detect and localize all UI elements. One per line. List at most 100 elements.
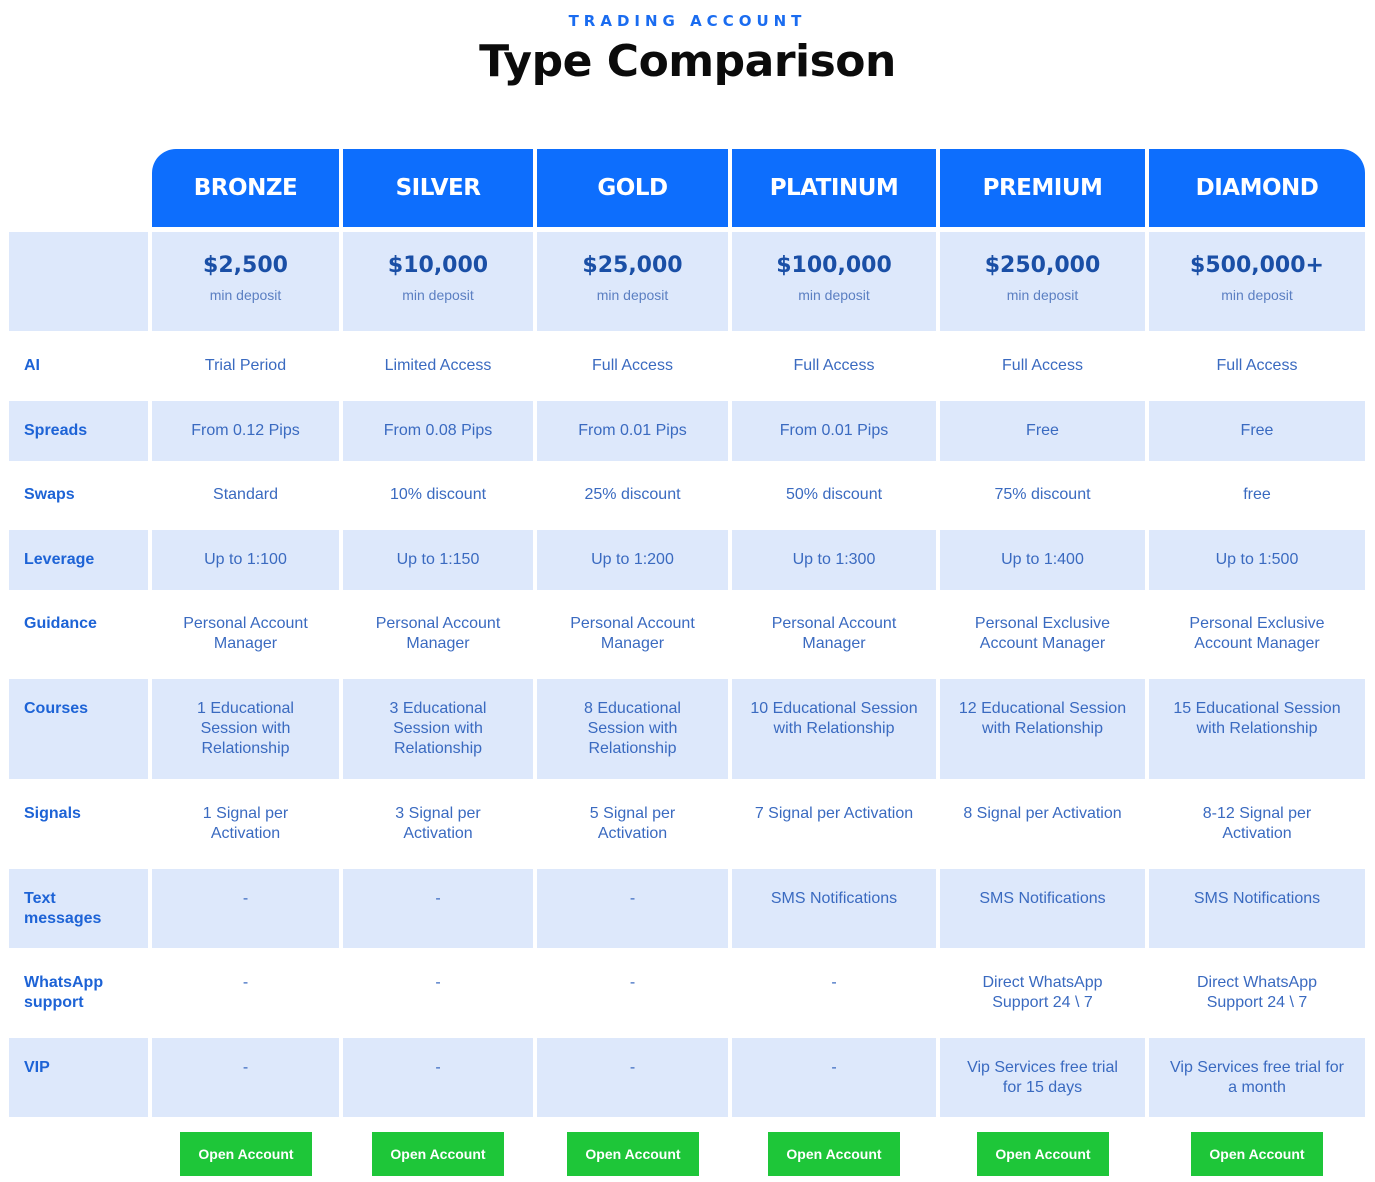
row-label-guidance: Guidance — [24, 615, 97, 632]
cell-value: From 0.12 Pips — [191, 422, 300, 439]
cell-courses-premium: 12 Educational Session with Relationship — [940, 679, 1145, 779]
cell-swaps-premium: 75% discount — [940, 465, 1145, 526]
cell-value: - — [831, 974, 837, 991]
cell-text-messages-platinum: SMS Notifications — [732, 869, 936, 948]
cell-value: - — [242, 974, 249, 991]
open-account-button-diamond[interactable]: Open Account — [1191, 1132, 1323, 1176]
min-deposit-value: $500,000+ — [1190, 253, 1324, 278]
cell-value: 12 Educational Session with Relationship — [958, 700, 1127, 737]
cell-value: - — [831, 1059, 837, 1076]
cell-text-messages-bronze: - — [152, 869, 339, 948]
cell-value: Personal Account Manager — [771, 615, 897, 652]
open-account-button-bronze[interactable]: Open Account — [180, 1132, 312, 1176]
cell-value: Free — [1240, 422, 1274, 439]
cell-courses-diamond: 15 Educational Session with Relationship — [1149, 679, 1365, 779]
price-row-label — [9, 232, 148, 331]
cell-value: Up to 1:400 — [1001, 551, 1084, 568]
cell-spreads-silver: From 0.08 Pips — [343, 401, 533, 461]
cell-signals-gold: 5 Signal per Activation — [537, 783, 728, 865]
cell-value: Direct WhatsApp Support 24 \ 7 — [982, 974, 1103, 1011]
cell-swaps-platinum: 50% discount — [732, 465, 936, 526]
cell-value: 1 Educational Session with Relationship — [197, 700, 294, 757]
cell-ai-diamond: Full Access — [1149, 335, 1365, 397]
cell-courses-gold: 8 Educational Session with Relationship — [537, 679, 728, 779]
cell-value: Vip Services free trial for 15 days — [967, 1059, 1118, 1096]
row-label-text-messages: Text messages — [9, 869, 148, 948]
cell-leverage-platinum: Up to 1:300 — [732, 530, 936, 590]
cell-courses-platinum: 10 Educational Session with Relationship — [732, 679, 936, 779]
cell-text-messages-diamond: SMS Notifications — [1149, 869, 1365, 948]
open-account-button-platinum[interactable]: Open Account — [768, 1132, 900, 1176]
cell-value: 3 Signal per Activation — [395, 805, 481, 842]
cell-value: - — [629, 974, 636, 991]
open-account-button-premium[interactable]: Open Account — [977, 1132, 1109, 1176]
cell-whatsapp-support-premium: Direct WhatsApp Support 24 \ 7 — [940, 952, 1145, 1034]
cell-value: 15 Educational Session with Relationship — [1173, 700, 1341, 737]
cell-vip-silver: - — [343, 1038, 533, 1117]
row-label-swaps: Swaps — [24, 486, 75, 503]
min-deposit-value: $10,000 — [387, 253, 489, 278]
cell-value: - — [435, 1059, 441, 1076]
row-label-leverage: Leverage — [9, 530, 148, 590]
cell-value: Personal Account Manager — [375, 615, 501, 652]
cell-courses-bronze: 1 Educational Session with Relationship — [152, 679, 339, 779]
cell-leverage-bronze: Up to 1:100 — [152, 530, 339, 590]
cell-vip-platinum: - — [732, 1038, 936, 1117]
cell-value: 50% discount — [785, 486, 883, 503]
tier-header-gold: GOLD — [537, 149, 728, 227]
cell-value: Personal Account Manager — [183, 615, 308, 652]
cell-value: 5 Signal per Activation — [589, 805, 676, 842]
cell-guidance-silver: Personal Account Manager — [343, 594, 533, 675]
cell-guidance-premium: Personal Exclusive Account Manager — [940, 594, 1145, 675]
tier-header-diamond: DIAMOND — [1149, 149, 1365, 227]
price-cell-gold: $25,000 min deposit — [537, 232, 728, 331]
cell-value: 10% discount — [389, 486, 487, 503]
cell-value: Full Access — [1002, 357, 1083, 374]
cell-value: Up to 1:150 — [396, 551, 480, 568]
cell-value: - — [435, 974, 441, 991]
cell-leverage-silver: Up to 1:150 — [343, 530, 533, 590]
cell-vip-bronze: - — [152, 1038, 339, 1117]
cell-value: Full Access — [592, 357, 673, 374]
min-deposit-caption: min deposit — [209, 287, 282, 303]
cell-vip-diamond: Vip Services free trial for a month — [1149, 1038, 1365, 1117]
cell-spreads-platinum: From 0.01 Pips — [732, 401, 936, 461]
cell-signals-silver: 3 Signal per Activation — [343, 783, 533, 865]
cell-value: Up to 1:500 — [1215, 551, 1299, 568]
cell-value: 8-12 Signal per Activation — [1202, 805, 1312, 842]
cell-value: 3 Educational Session with Relationship — [389, 700, 487, 757]
tier-header-silver: SILVER — [343, 149, 533, 227]
price-cell-diamond: $500,000+ min deposit — [1149, 232, 1365, 331]
cell-value: 10 Educational Session with Relationship — [750, 700, 918, 737]
cell-value: Full Access — [793, 357, 875, 374]
cell-value: Personal Account Manager — [570, 615, 695, 652]
cell-whatsapp-support-gold: - — [537, 952, 728, 1034]
cell-whatsapp-support-diamond: Direct WhatsApp Support 24 \ 7 — [1149, 952, 1365, 1034]
cell-value: Personal Exclusive Account Manager — [1189, 615, 1325, 652]
cell-value: Free — [1026, 422, 1059, 439]
page-title: Type Comparison — [479, 36, 896, 87]
cell-value: Limited Access — [384, 357, 492, 374]
cell-value: Vip Services free trial for a month — [1170, 1059, 1344, 1096]
cell-whatsapp-support-silver: - — [343, 952, 533, 1034]
cell-leverage-premium: Up to 1:400 — [940, 530, 1145, 590]
price-cell-premium: $250,000 min deposit — [940, 232, 1145, 331]
cell-swaps-diamond: free — [1149, 465, 1365, 526]
cell-spreads-diamond: Free — [1149, 401, 1365, 461]
cell-value: From 0.01 Pips — [578, 422, 687, 439]
cell-value: - — [435, 890, 441, 907]
cell-value: Up to 1:200 — [591, 551, 674, 568]
cell-value: Up to 1:300 — [792, 551, 876, 568]
cell-signals-platinum: 7 Signal per Activation — [732, 783, 936, 865]
tier-header-bronze: BRONZE — [152, 149, 339, 227]
cell-value: SMS Notifications — [1193, 890, 1321, 907]
open-account-button-silver[interactable]: Open Account — [372, 1132, 504, 1176]
min-deposit-value: $25,000 — [582, 253, 683, 278]
cell-value: From 0.08 Pips — [383, 422, 493, 439]
open-account-button-gold[interactable]: Open Account — [567, 1132, 699, 1176]
min-deposit-caption: min deposit — [402, 287, 474, 303]
min-deposit-caption: min deposit — [1221, 287, 1293, 303]
cell-value: Standard — [213, 486, 278, 503]
cell-text-messages-gold: - — [537, 869, 728, 948]
row-label-spreads: Spreads — [9, 401, 148, 461]
